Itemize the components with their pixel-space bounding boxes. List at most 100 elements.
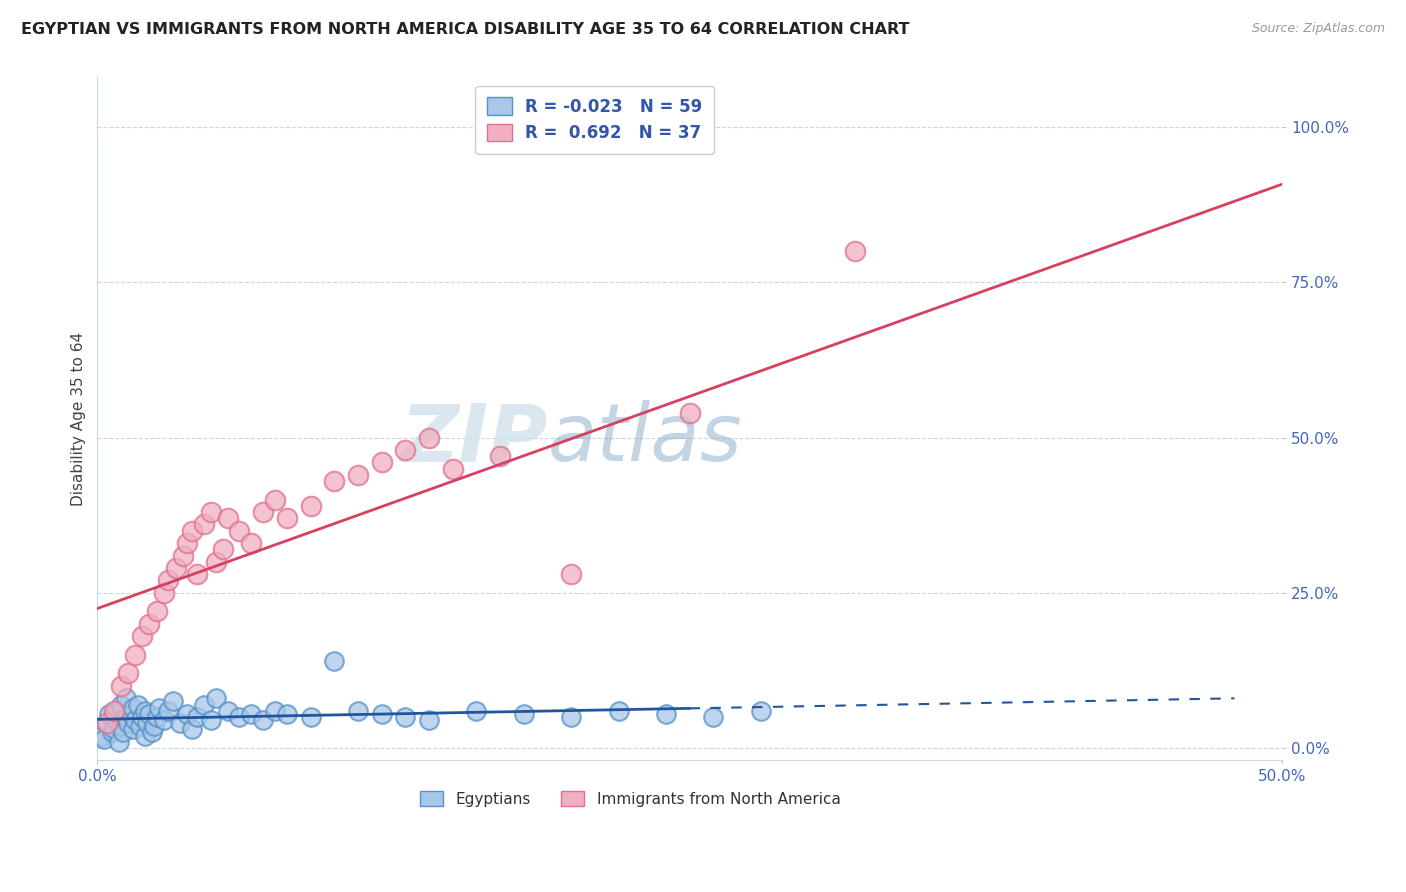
- Point: [165, 561, 187, 575]
- Point: [129, 719, 152, 733]
- Point: [152, 586, 174, 600]
- Point: [103, 723, 125, 737]
- Point: [204, 691, 226, 706]
- Point: [169, 716, 191, 731]
- Point: [276, 706, 298, 721]
- Point: [186, 710, 208, 724]
- Point: [186, 567, 208, 582]
- Point: [110, 698, 132, 712]
- Point: [217, 511, 239, 525]
- Point: [157, 704, 180, 718]
- Point: [98, 706, 121, 721]
- Point: [100, 725, 122, 739]
- Point: [181, 524, 204, 538]
- Point: [143, 719, 166, 733]
- Legend: Egyptians, Immigrants from North America: Egyptians, Immigrants from North America: [413, 783, 848, 814]
- Point: [172, 549, 194, 563]
- Point: [107, 735, 129, 749]
- Point: [122, 723, 145, 737]
- Point: [560, 710, 582, 724]
- Point: [193, 517, 215, 532]
- Point: [103, 704, 125, 718]
- Point: [110, 679, 132, 693]
- Text: EGYPTIAN VS IMMIGRANTS FROM NORTH AMERICA DISABILITY AGE 35 TO 64 CORRELATION CH: EGYPTIAN VS IMMIGRANTS FROM NORTH AMERIC…: [21, 22, 910, 37]
- Point: [252, 505, 274, 519]
- Point: [370, 455, 392, 469]
- Point: [240, 706, 263, 721]
- Point: [145, 710, 167, 724]
- Point: [394, 442, 416, 457]
- Point: [114, 710, 136, 724]
- Point: [91, 729, 114, 743]
- Point: [141, 725, 163, 739]
- Point: [560, 567, 582, 582]
- Point: [152, 713, 174, 727]
- Point: [702, 710, 724, 724]
- Point: [93, 731, 115, 746]
- Point: [655, 706, 678, 721]
- Point: [228, 524, 250, 538]
- Point: [200, 713, 222, 727]
- Point: [844, 244, 866, 259]
- Point: [181, 723, 204, 737]
- Point: [96, 716, 118, 731]
- Point: [127, 698, 149, 712]
- Point: [117, 666, 139, 681]
- Point: [131, 710, 153, 724]
- Point: [418, 431, 440, 445]
- Point: [418, 713, 440, 727]
- Point: [148, 700, 170, 714]
- Point: [176, 536, 198, 550]
- Point: [112, 725, 135, 739]
- Point: [347, 704, 370, 718]
- Point: [134, 729, 156, 743]
- Point: [212, 542, 235, 557]
- Text: ZIP: ZIP: [401, 401, 547, 478]
- Point: [299, 499, 322, 513]
- Point: [105, 704, 128, 718]
- Point: [96, 716, 118, 731]
- Y-axis label: Disability Age 35 to 64: Disability Age 35 to 64: [72, 332, 86, 506]
- Point: [138, 706, 160, 721]
- Point: [110, 719, 132, 733]
- Point: [441, 461, 464, 475]
- Point: [749, 704, 772, 718]
- Point: [252, 713, 274, 727]
- Point: [162, 694, 184, 708]
- Text: atlas: atlas: [547, 401, 742, 478]
- Point: [394, 710, 416, 724]
- Point: [204, 555, 226, 569]
- Point: [124, 648, 146, 662]
- Point: [117, 716, 139, 731]
- Point: [200, 505, 222, 519]
- Point: [157, 574, 180, 588]
- Point: [136, 716, 159, 731]
- Point: [131, 629, 153, 643]
- Point: [678, 406, 700, 420]
- Point: [120, 706, 142, 721]
- Point: [145, 604, 167, 618]
- Point: [323, 474, 346, 488]
- Point: [134, 704, 156, 718]
- Point: [264, 704, 287, 718]
- Point: [114, 691, 136, 706]
- Point: [264, 492, 287, 507]
- Point: [276, 511, 298, 525]
- Point: [228, 710, 250, 724]
- Point: [347, 467, 370, 482]
- Point: [299, 710, 322, 724]
- Point: [465, 704, 488, 718]
- Text: Source: ZipAtlas.com: Source: ZipAtlas.com: [1251, 22, 1385, 36]
- Point: [323, 654, 346, 668]
- Point: [122, 700, 145, 714]
- Point: [217, 704, 239, 718]
- Point: [240, 536, 263, 550]
- Point: [489, 449, 512, 463]
- Point: [370, 706, 392, 721]
- Point: [176, 706, 198, 721]
- Point: [193, 698, 215, 712]
- Point: [124, 713, 146, 727]
- Point: [513, 706, 536, 721]
- Point: [607, 704, 630, 718]
- Point: [138, 616, 160, 631]
